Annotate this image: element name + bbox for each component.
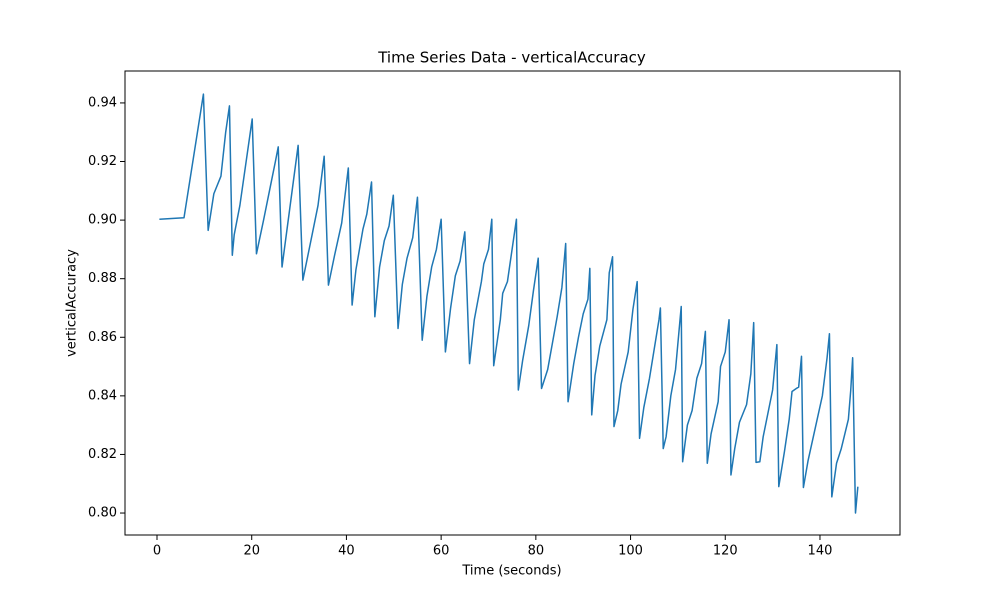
x-tick-label: 80 bbox=[528, 544, 545, 559]
y-tick-label: 0.86 bbox=[88, 330, 117, 345]
data-line bbox=[159, 93, 859, 514]
x-tick-label: 20 bbox=[243, 544, 260, 559]
y-tick-label: 0.92 bbox=[88, 154, 117, 169]
y-tick-label: 0.84 bbox=[88, 388, 117, 403]
x-tick-label: 40 bbox=[338, 544, 355, 559]
y-tick-label: 0.80 bbox=[88, 506, 117, 521]
chart-title: Time Series Data - verticalAccuracy bbox=[377, 49, 646, 67]
x-tick-label: 100 bbox=[618, 544, 643, 559]
y-axis-label: verticalAccuracy bbox=[65, 249, 80, 357]
x-tick-label: 140 bbox=[808, 544, 833, 559]
plot-frame bbox=[124, 70, 901, 536]
x-tick-label: 60 bbox=[433, 544, 450, 559]
y-tick-label: 0.88 bbox=[88, 271, 117, 286]
x-axis-label: Time (seconds) bbox=[461, 564, 561, 579]
y-tick-label: 0.94 bbox=[88, 95, 117, 110]
y-tick-label: 0.90 bbox=[88, 213, 117, 228]
x-tick-label: 120 bbox=[713, 544, 738, 559]
y-tick-label: 0.82 bbox=[88, 447, 117, 462]
x-tick-label: 0 bbox=[153, 544, 161, 559]
